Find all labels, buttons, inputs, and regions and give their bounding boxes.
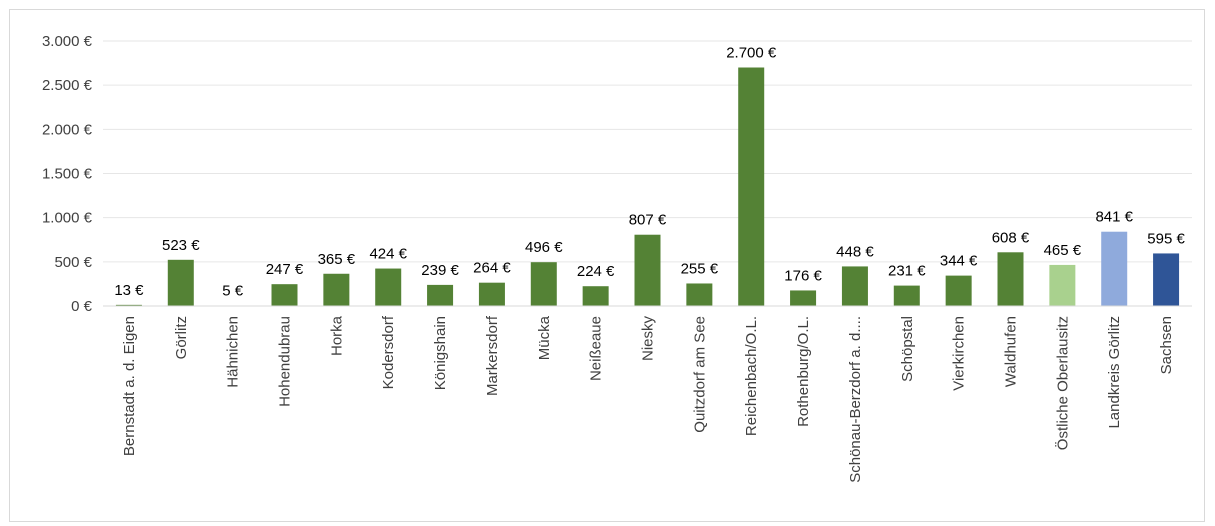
x-tick-label: Niesky xyxy=(640,316,657,362)
x-tick-label: Quitzdorf am See xyxy=(691,316,708,433)
data-label: 595 € xyxy=(1147,230,1185,247)
x-tick-label: Landkreis Görlitz xyxy=(1106,316,1123,429)
y-tick-label: 500 € xyxy=(54,254,92,271)
data-label: 608 € xyxy=(992,229,1030,246)
data-label: 239 € xyxy=(421,262,459,279)
bar xyxy=(427,284,454,306)
x-tick-label: Mücka xyxy=(536,315,553,360)
x-tick-label: Schönau-Berzdorf a. d.... xyxy=(847,316,864,483)
y-tick-label: 2.000 € xyxy=(42,121,93,138)
x-tick-label: Waldhufen xyxy=(1003,316,1020,387)
y-tick-label: 2.500 € xyxy=(42,77,93,94)
x-tick-label: Bernstadt a. d. Eigen xyxy=(121,316,138,456)
data-label: 2.700 € xyxy=(726,45,777,62)
data-label: 807 € xyxy=(629,212,667,229)
data-label: 176 € xyxy=(784,267,822,284)
y-tick-label: 1.500 € xyxy=(42,166,93,183)
x-tick-label: Königshain xyxy=(432,316,449,390)
bar xyxy=(530,262,557,306)
x-tick-label: Görlitz xyxy=(173,316,190,359)
y-tick-label: 1.000 € xyxy=(42,210,93,227)
data-label: 264 € xyxy=(473,260,511,277)
data-label: 224 € xyxy=(577,263,615,280)
data-label: 231 € xyxy=(888,263,926,280)
data-label: 365 € xyxy=(318,251,356,268)
x-tick-label: Reichenbach/O.L. xyxy=(743,316,760,436)
bar xyxy=(738,67,765,306)
bar xyxy=(323,273,350,306)
bar xyxy=(1049,264,1076,306)
data-label: 465 € xyxy=(1044,242,1082,259)
bar xyxy=(790,290,817,306)
bar xyxy=(893,285,920,306)
data-label: 496 € xyxy=(525,239,563,256)
data-label: 247 € xyxy=(266,261,304,278)
x-tick-label: Hähnichen xyxy=(225,316,242,388)
bar xyxy=(582,286,609,306)
bar xyxy=(478,282,505,306)
y-tick-label: 3.000 € xyxy=(42,33,93,50)
x-tick-label: Sachsen xyxy=(1158,316,1175,374)
bar xyxy=(271,284,298,306)
x-tick-label: Rothenburg/O.L. xyxy=(795,316,812,427)
data-label: 523 € xyxy=(162,237,200,254)
bar xyxy=(1153,253,1180,306)
x-tick-label: Vierkirchen xyxy=(951,316,968,391)
x-tick-label: Neißeaue xyxy=(588,316,605,381)
bar xyxy=(841,266,868,306)
data-label: 5 € xyxy=(222,283,244,300)
data-label: 13 € xyxy=(114,282,144,299)
x-tick-label: Schöpstal xyxy=(899,316,916,382)
bar xyxy=(997,252,1024,306)
data-label: 344 € xyxy=(940,253,978,270)
data-label: 255 € xyxy=(681,260,719,277)
bar xyxy=(634,234,661,306)
bar xyxy=(945,275,972,306)
x-tick-label: Markersdorf xyxy=(484,315,501,396)
data-label: 841 € xyxy=(1095,209,1133,226)
bar xyxy=(686,283,713,306)
bar xyxy=(1101,231,1128,306)
data-label: 448 € xyxy=(836,243,874,260)
x-tick-label: Kodersdorf xyxy=(380,315,397,389)
x-tick-label: Östliche Oberlausitz xyxy=(1053,316,1071,450)
bar xyxy=(375,268,402,306)
x-tick-label: Hohendubrau xyxy=(277,316,294,407)
x-tick-label: Horka xyxy=(328,315,345,356)
bar xyxy=(167,259,194,306)
data-label: 424 € xyxy=(369,246,407,263)
bar xyxy=(115,304,142,306)
y-tick-label: 0 € xyxy=(71,298,93,315)
